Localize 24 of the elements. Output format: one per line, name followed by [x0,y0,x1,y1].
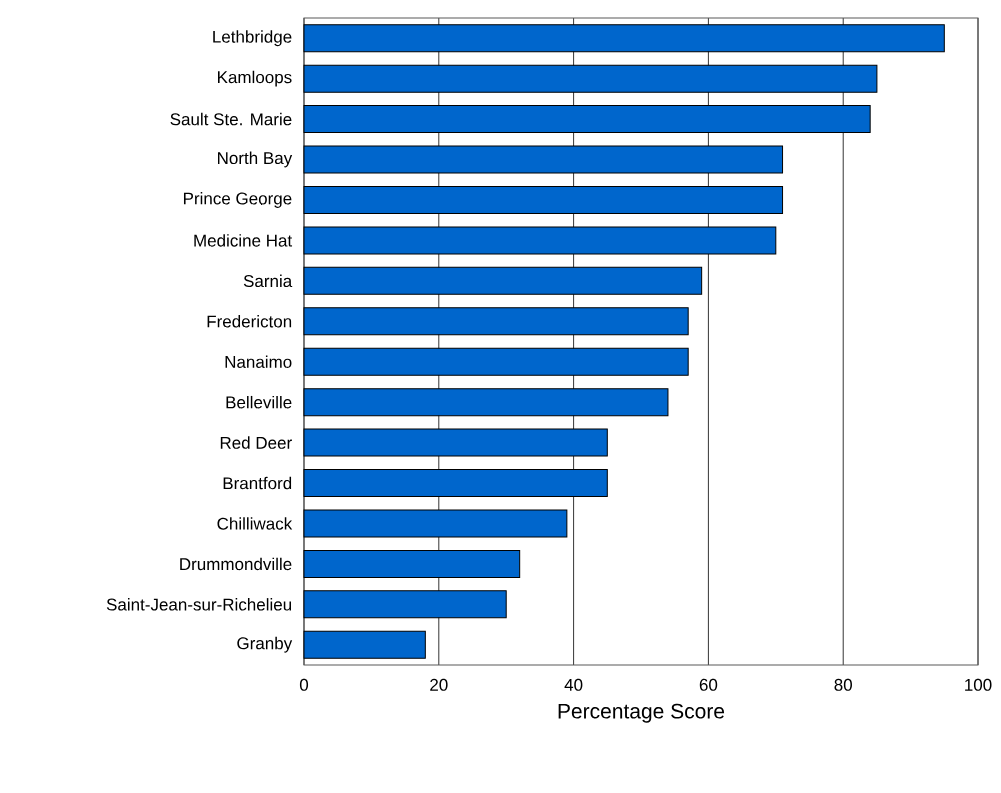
y-tick-label: Nanaimo [225,355,292,368]
x-tick-label: 0 [299,678,309,691]
x-tick-label: 40 [564,678,583,691]
y-tick-label: Medicine Hat [194,234,293,247]
y-tick-label: Sarnia [243,274,293,288]
x-axis-title: Percentage Score [558,703,725,723]
y-tick-label: Lethbridge [213,30,292,47]
y-tick-label: North Bay [218,151,293,168]
y-tick-label: Fredericton [207,315,292,328]
y-tick-label: Granby [237,636,293,653]
y-tick-label: Belleville [226,395,292,409]
y-tick-label: Sault Ste. Marie [170,112,292,126]
y-tick-label: Brantford [223,476,292,490]
y-tick-label: Drummondville [180,557,292,571]
y-tick-label: Kamloops [218,70,292,87]
y-tick-label: Red Deer [220,436,292,449]
x-tick-label: 80 [834,678,852,691]
x-tick-label: 100 [965,678,992,691]
y-tick-label: Chilliwack [217,517,293,530]
x-tick-label: 20 [430,678,448,691]
bar [303,630,426,659]
y-tick-label: Saint-Jean-sur-Richelieu [106,598,292,611]
y-tick-label: Prince George [183,192,292,208]
x-tick-label: 60 [699,678,718,691]
